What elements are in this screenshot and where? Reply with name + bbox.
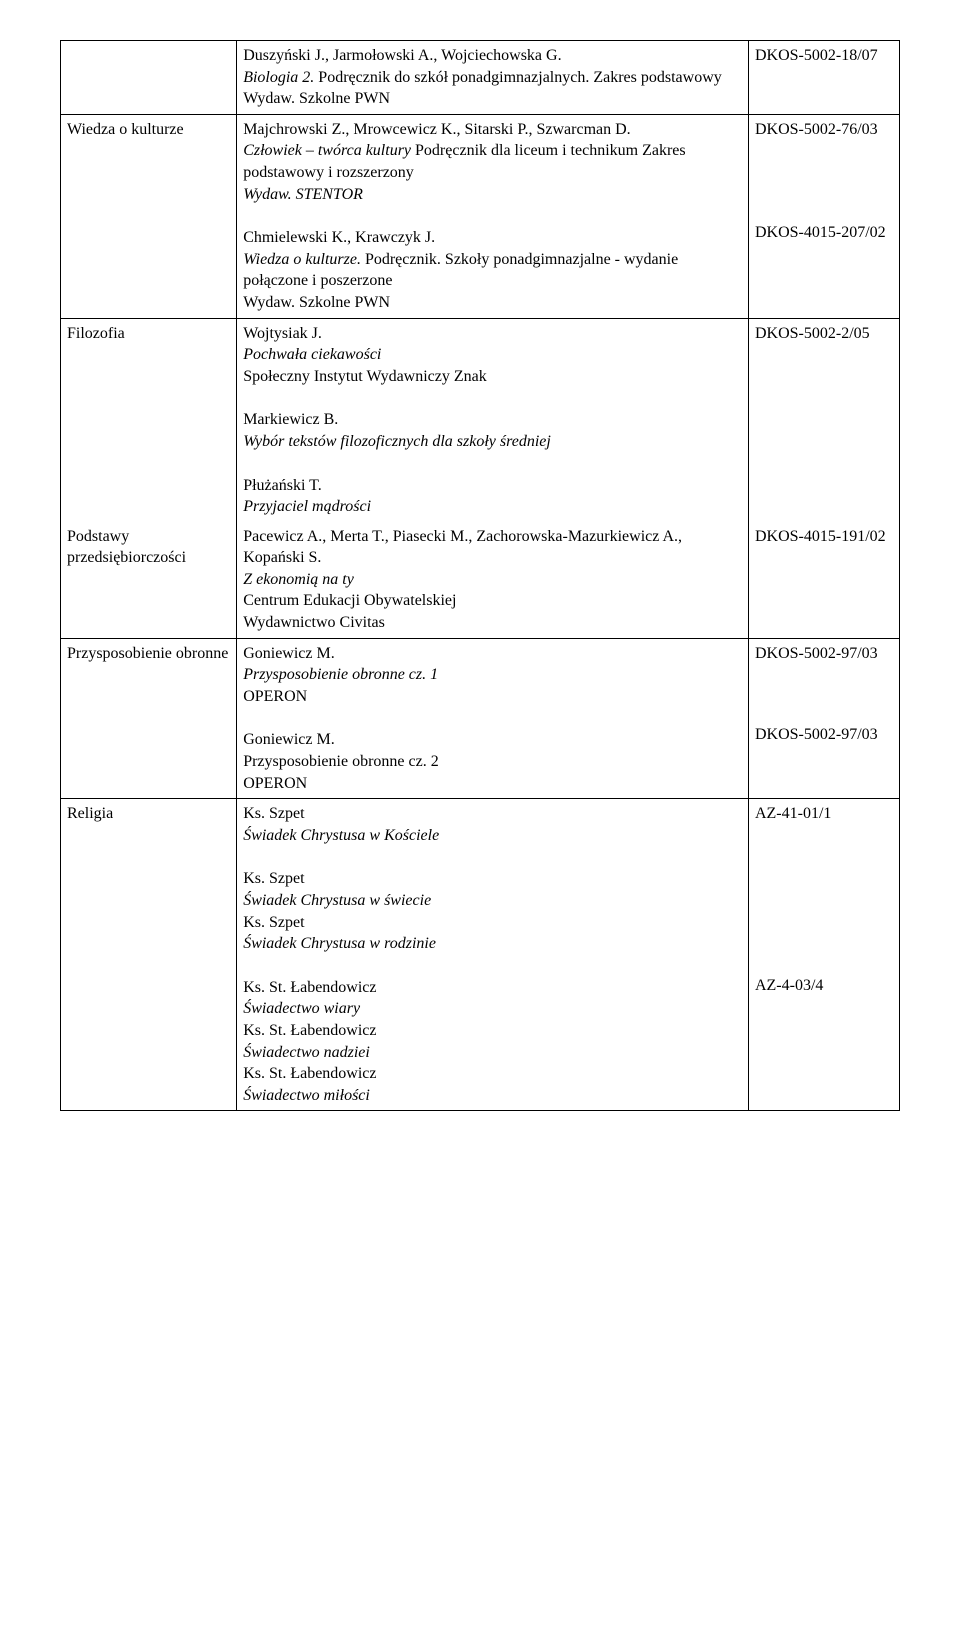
text: Płużański T. (243, 477, 322, 494)
text: Świadek Chrystusa w świecie (243, 892, 431, 909)
text: Człowiek – twórca kultury (243, 142, 411, 159)
text: Goniewicz M. (243, 645, 335, 662)
code-cell: DKOS-5002-97/03 DKOS-5002-97/03 (748, 638, 899, 799)
table-row: Religia Ks. Szpet Świadek Chrystusa w Ko… (61, 799, 900, 1111)
text: Wydaw. Szkolne PWN (243, 90, 390, 107)
subject-cell: Filozofia (61, 318, 237, 522)
text: Markiewicz B. (243, 411, 338, 428)
text: Duszyński J., Jarmołowski A., Wojciechow… (243, 47, 561, 64)
code-cell: DKOS-5002-76/03 DKOS-4015-207/02 (748, 114, 899, 318)
text: Wydaw. Szkolne PWN (243, 294, 390, 311)
text: Społeczny Instytut Wydawniczy Znak (243, 368, 487, 385)
text: Wojtysiak J. (243, 325, 322, 342)
description-cell: Pacewicz A., Merta T., Piasecki M., Zach… (237, 522, 749, 638)
code-cell: DKOS-5002-2/05 (748, 318, 899, 522)
code-cell: DKOS-5002-18/07 (748, 41, 899, 115)
table-row: Przysposobienie obronne Goniewicz M. Prz… (61, 638, 900, 799)
textbook-table: Duszyński J., Jarmołowski A., Wojciechow… (60, 40, 900, 1111)
text: Pochwała ciekawości (243, 346, 381, 363)
text: Przysposobienie obronne cz. 2 (243, 753, 439, 770)
code: DKOS-5002-76/03 (755, 119, 893, 141)
text: Biologia 2. (243, 69, 314, 86)
table-row: Filozofia Wojtysiak J. Pochwała ciekawoś… (61, 318, 900, 522)
text: Goniewicz M. (243, 731, 335, 748)
code-cell: DKOS-4015-191/02 (748, 522, 899, 638)
text: Chmielewski K., Krawczyk J. (243, 229, 435, 246)
text: Z ekonomią na ty (243, 571, 354, 588)
subject-cell: Podstawy przedsiębiorczości (61, 522, 237, 638)
text: Pacewicz A., Merta T., Piasecki M., Zach… (243, 528, 682, 567)
text: Wybór tekstów filozoficznych dla szkoły … (243, 433, 551, 450)
subject-cell: Religia (61, 799, 237, 1111)
text: Przyjaciel mądrości (243, 498, 371, 515)
text: Świadectwo nadziei (243, 1044, 370, 1061)
text: OPERON (243, 775, 307, 792)
text: Ks. Szpet (243, 914, 304, 931)
subject-cell (61, 41, 237, 115)
code: DKOS-5002-97/03 (755, 643, 893, 665)
description-cell: Duszyński J., Jarmołowski A., Wojciechow… (237, 41, 749, 115)
text: Wydawnictwo Civitas (243, 614, 385, 631)
text: OPERON (243, 688, 307, 705)
text: Centrum Edukacji Obywatelskiej (243, 592, 456, 609)
description-cell: Ks. Szpet Świadek Chrystusa w Kościele K… (237, 799, 749, 1111)
text: Ks. Szpet (243, 870, 304, 887)
description-cell: Majchrowski Z., Mrowcewicz K., Sitarski … (237, 114, 749, 318)
text: Majchrowski Z., Mrowcewicz K., Sitarski … (243, 121, 630, 138)
text: Świadek Chrystusa w rodzinie (243, 935, 436, 952)
text: Ks. St. Łabendowicz (243, 1022, 376, 1039)
text: Wydaw. STENTOR (243, 186, 363, 203)
text: Ks. Szpet (243, 805, 304, 822)
description-cell: Wojtysiak J. Pochwała ciekawości Społecz… (237, 318, 749, 522)
subject-cell: Wiedza o kulturze (61, 114, 237, 318)
text: Przysposobienie obronne cz. 1 (243, 666, 438, 683)
code: DKOS-4015-207/02 (755, 222, 893, 244)
text: Podręcznik do szkół ponadgimnazjalnych. … (314, 69, 721, 86)
code: AZ-41-01/1 (755, 803, 893, 825)
code: DKOS-5002-97/03 (755, 724, 893, 746)
text: Wiedza o kulturze. (243, 251, 361, 268)
text: Świadectwo wiary (243, 1000, 360, 1017)
description-cell: Goniewicz M. Przysposobienie obronne cz.… (237, 638, 749, 799)
text: Ks. St. Łabendowicz (243, 979, 376, 996)
code: AZ-4-03/4 (755, 975, 893, 997)
table-row: Wiedza o kulturze Majchrowski Z., Mrowce… (61, 114, 900, 318)
subject-cell: Przysposobienie obronne (61, 638, 237, 799)
code-cell: AZ-41-01/1 AZ-4-03/4 (748, 799, 899, 1111)
text: Świadek Chrystusa w Kościele (243, 827, 439, 844)
text: Ks. St. Łabendowicz (243, 1065, 376, 1082)
text: Świadectwo miłości (243, 1087, 370, 1104)
table-row: Duszyński J., Jarmołowski A., Wojciechow… (61, 41, 900, 115)
table-row: Podstawy przedsiębiorczości Pacewicz A.,… (61, 522, 900, 638)
